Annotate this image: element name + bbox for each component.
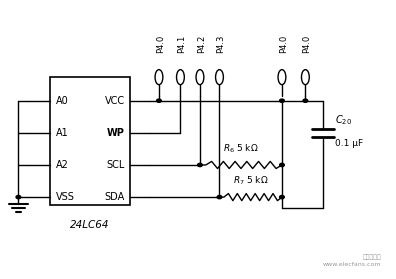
FancyBboxPatch shape xyxy=(50,77,129,205)
Circle shape xyxy=(280,196,284,199)
Circle shape xyxy=(198,163,202,167)
Text: VSS: VSS xyxy=(55,192,74,202)
Text: $C_{20}$: $C_{20}$ xyxy=(335,113,352,127)
Text: 0.1 μF: 0.1 μF xyxy=(335,139,364,148)
Text: P4.3: P4.3 xyxy=(217,35,226,53)
Circle shape xyxy=(156,99,161,102)
Circle shape xyxy=(217,196,222,199)
Text: WP: WP xyxy=(107,128,125,138)
Text: 24LC64: 24LC64 xyxy=(70,220,109,230)
Circle shape xyxy=(280,163,284,167)
Text: P4.0: P4.0 xyxy=(303,35,311,53)
Text: $R_7$ 5 k$\Omega$: $R_7$ 5 k$\Omega$ xyxy=(233,174,268,187)
Ellipse shape xyxy=(301,70,309,85)
Text: A2: A2 xyxy=(55,160,69,170)
Ellipse shape xyxy=(196,70,204,85)
Text: VCC: VCC xyxy=(105,96,125,106)
Text: P4.0: P4.0 xyxy=(156,35,165,53)
Text: SDA: SDA xyxy=(105,192,125,202)
Text: A1: A1 xyxy=(55,128,68,138)
Circle shape xyxy=(16,196,21,199)
Ellipse shape xyxy=(278,70,286,85)
Text: 电子发烧友
www.elecfans.com: 电子发烧友 www.elecfans.com xyxy=(323,254,381,267)
Text: A0: A0 xyxy=(55,96,68,106)
Text: $R_6$ 5 k$\Omega$: $R_6$ 5 k$\Omega$ xyxy=(223,142,259,155)
Circle shape xyxy=(280,99,284,102)
Ellipse shape xyxy=(177,70,184,85)
Ellipse shape xyxy=(155,70,163,85)
Text: P4.0: P4.0 xyxy=(279,35,288,53)
Text: P4.1: P4.1 xyxy=(177,35,187,53)
Text: P4.2: P4.2 xyxy=(197,35,206,53)
Text: SCL: SCL xyxy=(106,160,125,170)
Circle shape xyxy=(303,99,308,102)
Ellipse shape xyxy=(215,70,223,85)
